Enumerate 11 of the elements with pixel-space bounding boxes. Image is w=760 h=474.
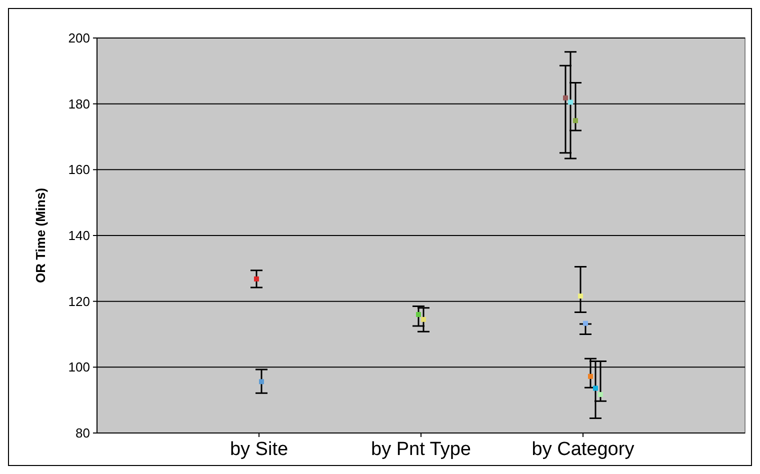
y-tick-label: 120 — [68, 294, 90, 309]
x-tick-label: by Site — [230, 439, 288, 460]
y-tick-label: 200 — [68, 30, 90, 46]
y-tick-label: 80 — [76, 426, 90, 441]
y-axis-title: OR Time (Mins) — [33, 188, 48, 284]
y-tick-label: 100 — [68, 360, 90, 375]
x-tick-label: by Pnt Type — [371, 439, 471, 460]
y-tick-label: 160 — [68, 162, 90, 178]
y-tick-label: 140 — [68, 228, 90, 244]
x-tick-label: by Category — [532, 439, 635, 460]
y-tick-label: 180 — [68, 96, 90, 112]
